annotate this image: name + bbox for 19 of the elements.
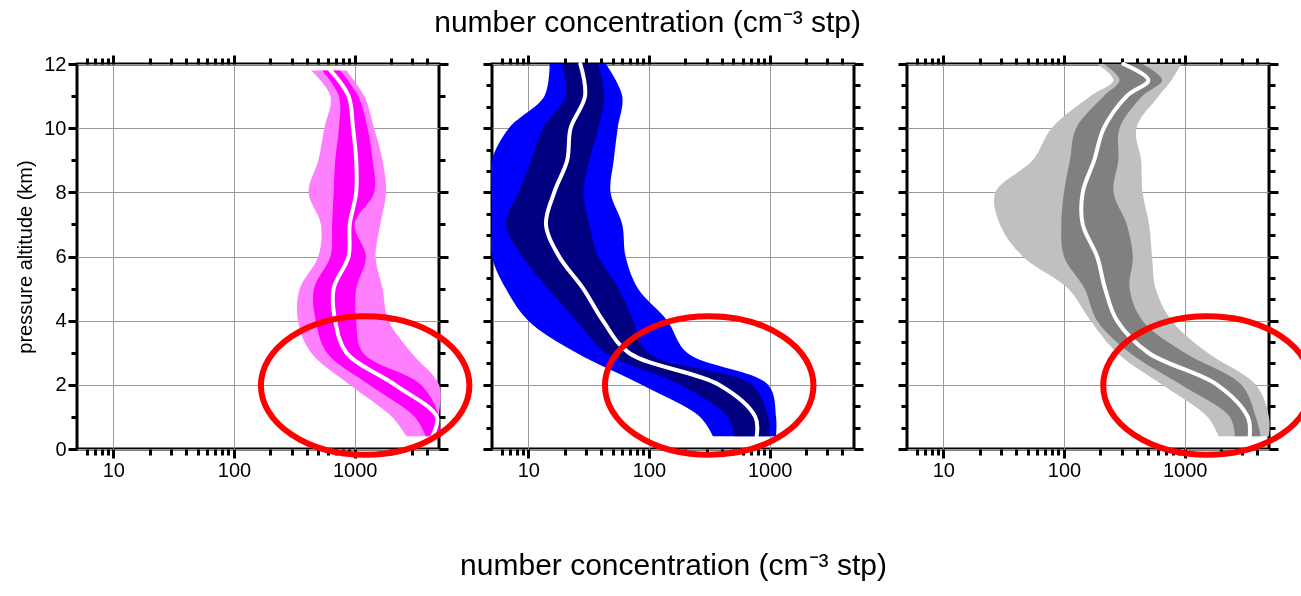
- y-tick-label: 8: [55, 180, 67, 203]
- x-tick-label: 100: [1047, 458, 1082, 481]
- y-tick-label: 4: [55, 309, 67, 332]
- x-tick-label: 10: [517, 458, 540, 481]
- y-tick-label: 6: [55, 245, 67, 267]
- x-tick-label: 100: [632, 458, 667, 481]
- chart-title: number concentration (cm⁻³ stp): [434, 5, 862, 38]
- y-tick-label: 12: [44, 52, 67, 75]
- x-tick-label: 1000: [332, 458, 378, 481]
- x-tick-label: 100: [217, 458, 252, 481]
- x-tick-label: 10: [932, 458, 955, 481]
- y-tick-label: 0: [55, 437, 67, 460]
- y-tick-label: 10: [44, 116, 67, 139]
- y-axis-title: pressure altitude (km): [14, 160, 37, 354]
- x-tick-label: 10: [102, 458, 125, 481]
- x-tick-label: 1000: [747, 458, 793, 481]
- x-tick-label: 1000: [1162, 458, 1208, 481]
- y-tick-label: 2: [55, 373, 67, 396]
- x-axis-title: number concentration (cm⁻³ stp): [460, 547, 887, 581]
